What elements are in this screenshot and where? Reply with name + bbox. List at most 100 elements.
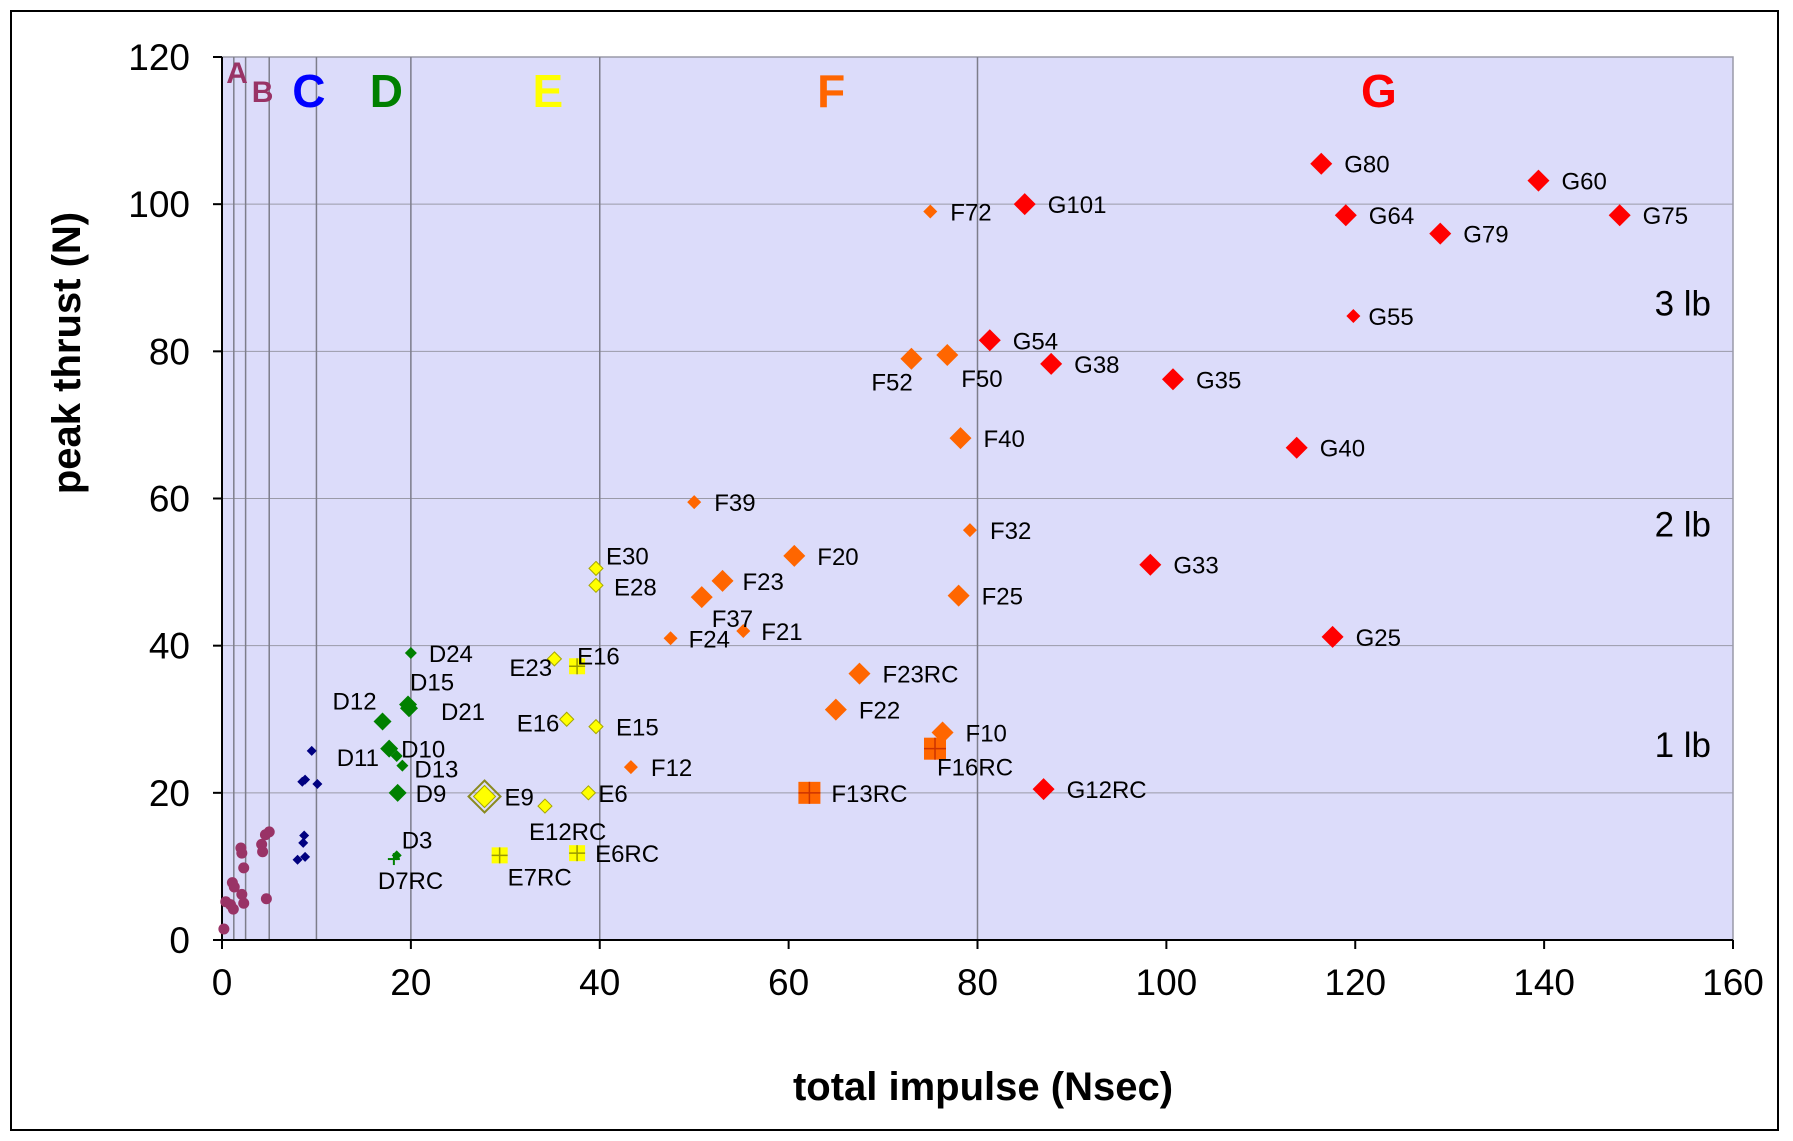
point-label: F22 — [859, 698, 900, 725]
axes: 0 20 40 60 80 100 120 140 160 0 20 40 60 80 100 120 — [128, 37, 1764, 1003]
point-label: F50 — [961, 366, 1002, 393]
point-marker — [588, 577, 604, 594]
x-tick-label: 140 — [1513, 962, 1575, 1003]
point-marker — [978, 329, 1001, 352]
point-marker — [736, 623, 751, 638]
point-label: F10 — [966, 720, 1007, 747]
point-marker — [396, 759, 409, 772]
point-marker — [390, 750, 403, 763]
point-marker — [298, 837, 309, 848]
point-marker — [1527, 169, 1550, 192]
weight-label: 2 lb — [1655, 505, 1711, 544]
point-marker — [711, 569, 734, 592]
point-marker — [546, 651, 563, 667]
point-label: F37 — [712, 606, 753, 633]
point-label: D12 — [333, 688, 377, 715]
point-label: F13RC — [831, 781, 907, 808]
class-label-a: A — [226, 57, 248, 90]
point-label: G75 — [1643, 203, 1688, 230]
x-tick-label: 60 — [768, 962, 809, 1003]
point-marker — [299, 830, 310, 841]
point-marker — [923, 204, 938, 219]
point-marker — [373, 712, 392, 731]
point-label: E6 — [598, 781, 627, 808]
point-marker — [623, 760, 638, 775]
y-tick-label: 80 — [149, 331, 190, 372]
point-label: E16 — [577, 643, 620, 670]
point-label: G35 — [1196, 367, 1241, 394]
point-label: G79 — [1463, 222, 1508, 249]
point-marker — [312, 779, 323, 790]
class-label-d: D — [370, 65, 403, 117]
point-marker — [260, 893, 272, 905]
point-label: G64 — [1369, 203, 1414, 230]
class-boundary-lines — [233, 57, 979, 940]
point-label: G25 — [1356, 625, 1401, 652]
point-label: F21 — [761, 619, 802, 646]
x-tick-label: 40 — [579, 962, 620, 1003]
point-label: D10 — [401, 737, 445, 764]
point-label: D7RC — [378, 868, 443, 895]
point-label: G101 — [1048, 192, 1107, 219]
point-marker — [236, 888, 248, 900]
y-tick-label: 0 — [169, 920, 190, 961]
x-tick-label: 20 — [390, 962, 431, 1003]
point-marker — [588, 560, 604, 577]
point-marker — [297, 776, 308, 787]
point-marker — [238, 897, 250, 909]
point-label: D13 — [414, 757, 458, 784]
y-tick-label: 120 — [128, 37, 190, 78]
x-tick-label: 0 — [212, 962, 233, 1003]
point-label: G40 — [1320, 436, 1365, 463]
y-tick-label: 20 — [149, 773, 190, 814]
y-axis-title: peak thrust (N) — [45, 212, 89, 494]
class-label-e: E — [532, 65, 563, 117]
class-label-b: B — [252, 76, 274, 109]
point-label: E6RC — [595, 841, 659, 868]
point-label: E7RC — [508, 864, 572, 891]
point-marker — [388, 783, 407, 802]
point-label: F12 — [651, 755, 692, 782]
point-marker — [218, 923, 230, 935]
point-label: E30 — [606, 543, 649, 570]
point-marker — [1310, 152, 1333, 175]
point-label: F23RC — [882, 662, 958, 689]
point-label: G33 — [1173, 553, 1218, 580]
y-tick-label: 60 — [149, 479, 190, 520]
point-label: F40 — [984, 426, 1025, 453]
point-marker — [1139, 553, 1162, 576]
weight-label: 3 lb — [1655, 285, 1711, 324]
point-marker — [257, 846, 269, 858]
point-marker — [1321, 625, 1344, 648]
point-label: D3 — [402, 827, 433, 854]
point-marker — [848, 662, 871, 685]
class-labels: AB C D E F G — [226, 57, 1396, 117]
x-axis-title: total impulse (Nsec) — [793, 1065, 1173, 1109]
point-label: F23 — [743, 569, 784, 596]
x-tick-label: 100 — [1136, 962, 1198, 1003]
point-marker — [783, 544, 806, 567]
point-label: G80 — [1344, 152, 1389, 179]
point-marker — [824, 698, 847, 721]
point-marker — [1285, 436, 1308, 459]
point-label: E9 — [505, 785, 534, 812]
point-label: G60 — [1561, 169, 1606, 196]
point-label: D24 — [429, 641, 473, 668]
point-marker — [947, 584, 970, 607]
point-marker — [404, 647, 417, 660]
point-marker — [467, 779, 502, 814]
point-marker — [399, 699, 418, 718]
point-marker — [238, 862, 250, 874]
point-marker — [962, 523, 977, 538]
x-tick-label: 80 — [957, 962, 998, 1003]
point-label: F32 — [990, 518, 1031, 545]
class-label-c: C — [292, 65, 325, 117]
point-label: E23 — [509, 655, 552, 682]
point-label: D9 — [416, 781, 447, 808]
point-marker — [687, 495, 702, 510]
point-marker — [558, 711, 575, 727]
point-label: F20 — [817, 544, 858, 571]
point-label: F24 — [689, 626, 730, 653]
